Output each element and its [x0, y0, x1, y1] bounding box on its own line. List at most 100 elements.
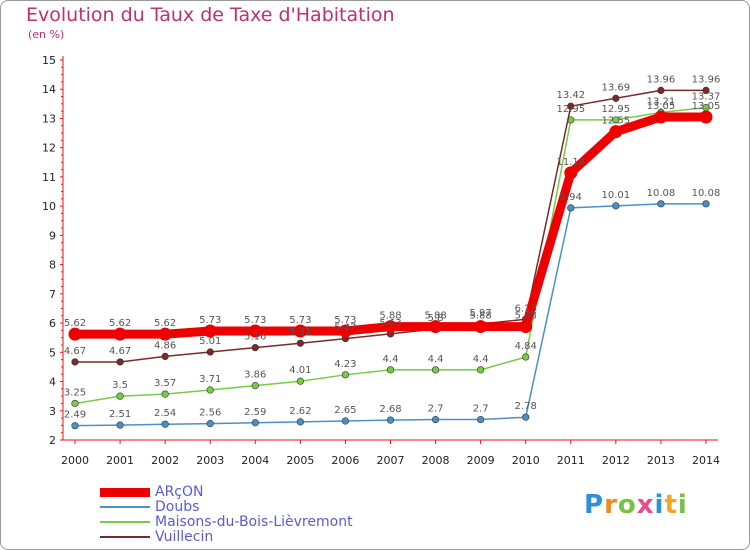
- data-point: [612, 116, 620, 124]
- data-label: 4.4: [473, 354, 489, 365]
- data-label: 9.94: [560, 192, 582, 203]
- data-point: [699, 110, 713, 124]
- data-label: 5.8: [428, 313, 444, 324]
- data-point: [522, 413, 530, 421]
- data-point: [206, 420, 214, 428]
- data-point: [251, 419, 259, 427]
- data-label: 4.86: [154, 340, 176, 351]
- data-label: 13.37: [692, 92, 721, 103]
- x-tick-label: 2008: [422, 454, 450, 467]
- data-label: 5.63: [379, 318, 401, 329]
- series-maisons-du-bois-li-vremont: [71, 104, 710, 408]
- y-tick-label: 10: [42, 200, 56, 213]
- x-tick-label: 2010: [512, 454, 540, 467]
- data-label: 2.7: [473, 404, 489, 415]
- logo-letter: r: [604, 490, 618, 520]
- data-label: 2.59: [244, 407, 266, 418]
- data-point: [161, 390, 169, 398]
- data-point: [386, 416, 395, 424]
- chart-subtitle: (en %): [28, 28, 65, 41]
- data-label: 4.84: [515, 341, 537, 352]
- y-tick-label: 3: [49, 405, 56, 418]
- legend-label: ARçON: [155, 484, 204, 500]
- data-label: 6.13: [515, 303, 537, 314]
- data-label: 3.5: [112, 380, 128, 391]
- logo-letter: i: [677, 490, 688, 520]
- logo-letter: i: [654, 490, 665, 520]
- data-point: [341, 417, 350, 425]
- data-point: [702, 86, 710, 94]
- data-label: 3.57: [154, 378, 176, 389]
- x-tick-label: 2006: [331, 454, 359, 467]
- y-tick-label: 9: [49, 229, 56, 242]
- data-point: [251, 382, 259, 390]
- x-tick-label: 2007: [377, 454, 405, 467]
- data-point: [431, 366, 440, 374]
- data-label: 5.88: [424, 311, 446, 322]
- x-tick-label: 2009: [467, 454, 495, 467]
- data-label: 10.08: [647, 188, 676, 199]
- logo-letter: P: [584, 490, 605, 520]
- data-label: 5.88: [470, 311, 492, 322]
- data-label: 5.62: [109, 318, 131, 329]
- data-point: [567, 102, 575, 110]
- y-tick-label: 15: [42, 54, 56, 67]
- data-label: 12.95: [556, 104, 585, 115]
- data-label: 5.31: [289, 327, 311, 338]
- data-point: [612, 202, 620, 210]
- data-label: 4.67: [109, 346, 131, 357]
- data-label: 11.14: [556, 157, 585, 168]
- data-label: 13.05: [647, 101, 676, 112]
- data-label: 10.08: [692, 188, 721, 199]
- data-label: 5.47: [334, 323, 356, 334]
- data-label: 5.16: [244, 332, 266, 343]
- data-label: 5.73: [334, 315, 356, 326]
- y-tick-label: 7: [49, 288, 56, 301]
- data-point: [519, 320, 533, 334]
- data-label: 5.88: [515, 311, 537, 322]
- x-tick-label: 2013: [647, 454, 675, 467]
- data-label: 2.7: [428, 404, 444, 415]
- data-point: [431, 415, 440, 424]
- data-label: 13.05: [692, 101, 721, 112]
- x-tick-label: 2003: [196, 454, 224, 467]
- data-point: [113, 327, 127, 341]
- data-point: [161, 352, 169, 361]
- data-label: 4.67: [64, 346, 86, 357]
- data-label: 2.65: [334, 405, 356, 416]
- data-label: 3.71: [199, 374, 221, 385]
- logo-letter: t: [664, 490, 678, 520]
- data-point: [477, 415, 485, 424]
- logo-letter: o: [617, 490, 637, 520]
- data-label: 13.42: [556, 90, 585, 101]
- data-label: 2.78: [515, 401, 537, 412]
- y-tick-label: 8: [49, 259, 56, 272]
- data-point: [386, 366, 395, 374]
- data-point: [429, 320, 443, 334]
- x-tick-label: 2012: [602, 454, 630, 467]
- legend-swatch: [100, 506, 150, 508]
- series-line: [70, 112, 711, 339]
- data-label: 13.69: [602, 82, 631, 93]
- data-label: 3.25: [64, 387, 86, 398]
- data-point: [522, 353, 530, 361]
- legend-swatch: [100, 488, 150, 497]
- data-label: 5.62: [64, 318, 86, 329]
- x-tick-label: 2000: [61, 454, 89, 467]
- data-point: [206, 386, 214, 394]
- data-point: [161, 420, 169, 428]
- data-point: [657, 86, 665, 94]
- data-point: [341, 371, 350, 379]
- data-point: [338, 324, 352, 338]
- y-tick-label: 14: [42, 83, 56, 96]
- data-label: 5.97: [470, 308, 492, 319]
- data-label: 4.01: [289, 365, 311, 376]
- data-label: 12.55: [602, 116, 631, 127]
- x-tick-label: 2002: [151, 454, 179, 467]
- data-point: [474, 320, 488, 334]
- data-point: [293, 324, 307, 338]
- data-point: [477, 366, 485, 374]
- data-point: [116, 358, 124, 366]
- data-point: [567, 204, 575, 212]
